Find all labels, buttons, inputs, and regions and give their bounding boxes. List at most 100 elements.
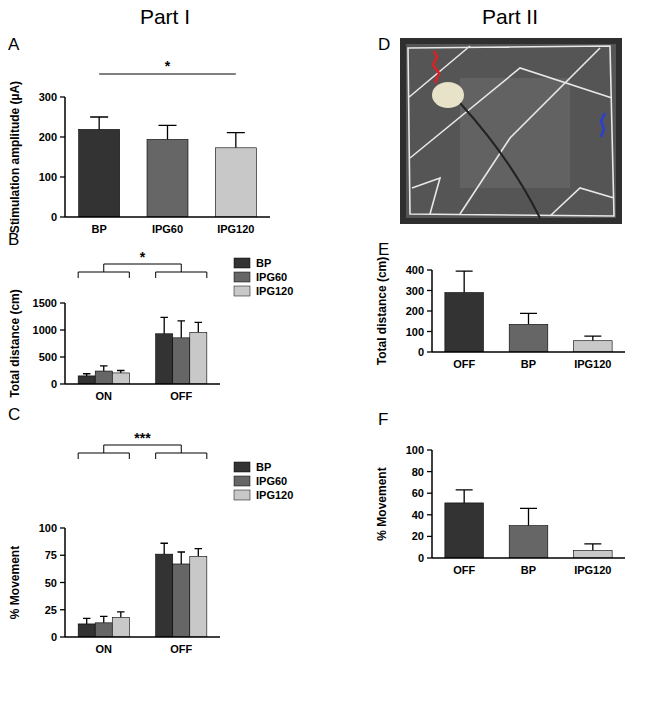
panel-letter: F [378,410,388,429]
error-bar [83,618,91,623]
error-bar [90,117,108,129]
y-tick [60,356,65,357]
bracket [78,272,129,278]
y-axis [431,450,433,558]
y-axis-label: % Movement [8,546,22,619]
x-tick-label: BP [521,358,536,370]
x-tick-label: OFF [170,390,192,402]
error-bar [177,321,185,338]
y-tick [60,302,65,303]
y-axis-label: Total distance (cm) [8,289,22,397]
panel-letter: C [8,405,20,424]
error-bar [195,322,203,332]
y-tick-label: 0 [51,631,57,643]
significance: *** [134,430,151,446]
y-tick [427,471,432,472]
bracket [156,453,207,459]
error-bar [160,543,168,554]
y-tick-label: 500 [39,351,57,363]
legend-swatch [234,286,250,296]
x-axis [432,351,625,353]
bar [574,550,613,558]
cable [460,103,540,218]
y-tick [427,331,432,332]
y-axis [64,303,66,384]
y-tick-label: 100 [406,444,424,456]
y-tick-label: 1000 [33,324,57,336]
y-tick [60,136,65,137]
photo [400,38,622,224]
panel-letter: A [8,35,20,54]
y-tick [60,527,65,528]
trajectory [408,46,614,216]
y-tick-label: 100 [39,522,57,534]
arena-floor [406,44,616,218]
x-axis [432,557,625,559]
error-bar [520,508,537,525]
error-bar [456,490,473,503]
y-tick-label: 1500 [33,297,57,309]
y-tick-label: 0 [418,552,424,564]
x-tick-label: ON [96,390,113,402]
error-bar [584,336,601,341]
y-tick [60,329,65,330]
y-tick [427,536,432,537]
y-tick-label: 0 [51,211,57,223]
y-tick-label: 300 [406,285,424,297]
y-tick [427,493,432,494]
y-tick [427,449,432,450]
error-bar [195,549,203,557]
y-axis [64,97,66,217]
y-tick-label: 60 [412,487,424,499]
y-tick [427,290,432,291]
bracket [104,445,182,453]
part-heading: Part I [140,5,190,28]
legend-label: BP [256,257,271,269]
figure: Part IPart IIA0100200300BPIPG60IPG120Sti… [0,0,660,708]
y-tick [427,557,432,558]
legend-swatch [234,258,250,268]
y-tick [60,609,65,610]
bar [112,373,129,384]
y-tick [427,514,432,515]
legend-swatch [234,490,250,500]
plot-area [78,317,207,384]
plot-area [78,543,207,637]
bar [190,556,207,637]
error-bar [160,317,168,333]
y-tick-label: 100 [406,326,424,338]
legend-label: IPG120 [256,285,293,297]
bar [190,332,207,384]
y-tick [427,351,432,352]
legend-label: BP [256,461,271,473]
x-tick-label: IPG120 [217,223,254,235]
error-bar [227,133,245,148]
x-tick-label: BP [92,223,107,235]
bar [78,624,95,637]
y-tick [427,269,432,270]
error-bar [117,612,125,617]
bar [215,148,256,217]
y-tick-label: 400 [406,264,424,276]
y-tick-label: 75 [45,549,57,561]
y-tick-label: 100 [39,171,57,183]
x-axis [65,216,270,218]
part-heading: Part II [482,5,538,28]
bar [173,564,190,637]
y-tick [60,555,65,556]
x-tick-label: IPG120 [574,358,611,370]
bar [79,129,120,217]
y-axis-label: % Movement [375,467,389,540]
x-tick-label: IPG60 [152,223,183,235]
animal [432,82,464,108]
bracket [156,272,207,278]
y-tick-label: 50 [45,577,57,589]
error-bar [584,544,601,550]
error-bar [177,552,185,564]
bar [78,376,95,384]
bar [445,503,484,558]
bar [509,526,548,558]
y-axis-label: Stimulation amplitude (µA) [8,81,22,233]
y-tick-label: 40 [412,509,424,521]
bar [173,338,190,384]
